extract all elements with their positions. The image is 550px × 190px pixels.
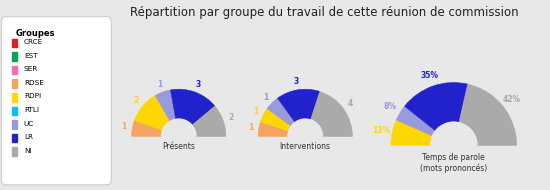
Text: LR: LR: [24, 134, 33, 140]
Wedge shape: [396, 106, 435, 136]
Text: 1: 1: [248, 123, 253, 132]
Bar: [12, 39, 16, 47]
Text: Répartition par groupe du travail de cette réunion de commission: Répartition par groupe du travail de cet…: [130, 6, 519, 19]
Wedge shape: [260, 109, 291, 131]
Text: 3: 3: [294, 77, 299, 86]
Text: 35%: 35%: [420, 71, 438, 80]
Text: NI: NI: [24, 148, 31, 154]
Text: 4: 4: [348, 99, 353, 108]
Text: SER: SER: [24, 66, 38, 72]
Text: 13%: 13%: [372, 126, 390, 135]
Text: 2: 2: [228, 113, 234, 122]
Bar: [12, 147, 16, 156]
Text: UC: UC: [24, 121, 34, 127]
Text: 3: 3: [195, 80, 200, 89]
Text: 42%: 42%: [503, 95, 521, 104]
Text: RDSE: RDSE: [24, 80, 43, 86]
Wedge shape: [134, 96, 170, 130]
Polygon shape: [372, 149, 536, 190]
Bar: [12, 79, 16, 88]
Text: 1: 1: [253, 107, 258, 116]
Bar: [12, 52, 16, 61]
Text: Présents: Présents: [162, 142, 195, 151]
Wedge shape: [311, 92, 353, 136]
Text: 2: 2: [134, 96, 139, 105]
Polygon shape: [118, 139, 240, 190]
Wedge shape: [459, 84, 516, 145]
Text: 1: 1: [157, 80, 162, 89]
Bar: [12, 93, 16, 102]
FancyBboxPatch shape: [2, 17, 111, 185]
Text: 1: 1: [263, 93, 268, 101]
Wedge shape: [405, 82, 468, 131]
Text: EST: EST: [24, 53, 37, 59]
Wedge shape: [430, 122, 477, 145]
Wedge shape: [155, 90, 175, 121]
Bar: [12, 120, 16, 129]
Wedge shape: [278, 89, 320, 122]
Wedge shape: [267, 98, 295, 126]
Text: 1: 1: [122, 122, 126, 131]
Text: RDPI: RDPI: [24, 93, 41, 100]
Wedge shape: [170, 89, 215, 125]
Bar: [12, 66, 16, 74]
Text: RTLI: RTLI: [24, 107, 39, 113]
Bar: [12, 134, 16, 142]
Polygon shape: [244, 139, 366, 190]
Wedge shape: [161, 118, 197, 136]
Text: Groupes: Groupes: [15, 29, 55, 38]
Wedge shape: [258, 122, 288, 136]
Wedge shape: [131, 120, 162, 136]
Bar: [12, 107, 16, 115]
Wedge shape: [391, 120, 432, 145]
Wedge shape: [192, 106, 226, 136]
Wedge shape: [287, 118, 323, 136]
Text: Temps de parole
(mots prononcés): Temps de parole (mots prononcés): [420, 153, 487, 173]
Text: 8%: 8%: [384, 102, 397, 112]
Text: CRCE: CRCE: [24, 39, 43, 45]
Text: Interventions: Interventions: [280, 142, 331, 151]
